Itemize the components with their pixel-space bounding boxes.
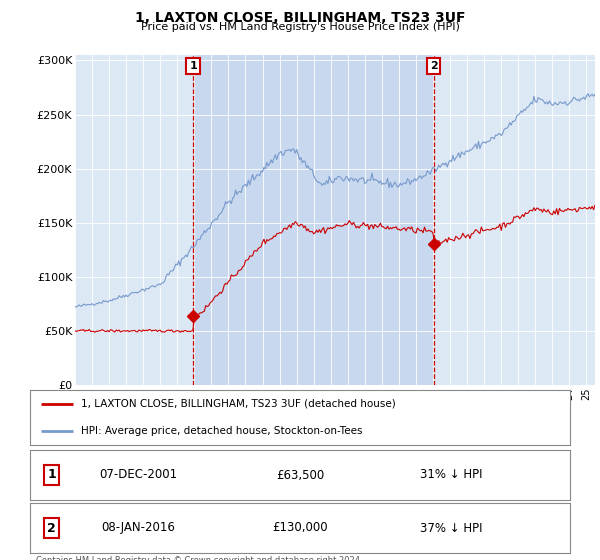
Text: 07-DEC-2001: 07-DEC-2001	[99, 469, 177, 482]
Text: Contains HM Land Registry data © Crown copyright and database right 2024.
This d: Contains HM Land Registry data © Crown c…	[36, 556, 362, 560]
Text: 1, LAXTON CLOSE, BILLINGHAM, TS23 3UF (detached house): 1, LAXTON CLOSE, BILLINGHAM, TS23 3UF (d…	[82, 399, 396, 409]
Text: Price paid vs. HM Land Registry's House Price Index (HPI): Price paid vs. HM Land Registry's House …	[140, 22, 460, 32]
Text: 08-JAN-2016: 08-JAN-2016	[101, 521, 175, 534]
Bar	[193, 55, 434, 385]
Text: 1: 1	[189, 61, 197, 71]
Text: 1: 1	[47, 469, 56, 482]
Text: 31% ↓ HPI: 31% ↓ HPI	[420, 469, 482, 482]
Text: 37% ↓ HPI: 37% ↓ HPI	[420, 521, 482, 534]
Text: HPI: Average price, detached house, Stockton-on-Tees: HPI: Average price, detached house, Stoc…	[82, 426, 363, 436]
Text: 1, LAXTON CLOSE, BILLINGHAM, TS23 3UF: 1, LAXTON CLOSE, BILLINGHAM, TS23 3UF	[135, 11, 465, 25]
Text: 2: 2	[430, 61, 437, 71]
Text: £130,000: £130,000	[272, 521, 328, 534]
Text: 2: 2	[47, 521, 56, 534]
Text: £63,500: £63,500	[276, 469, 324, 482]
